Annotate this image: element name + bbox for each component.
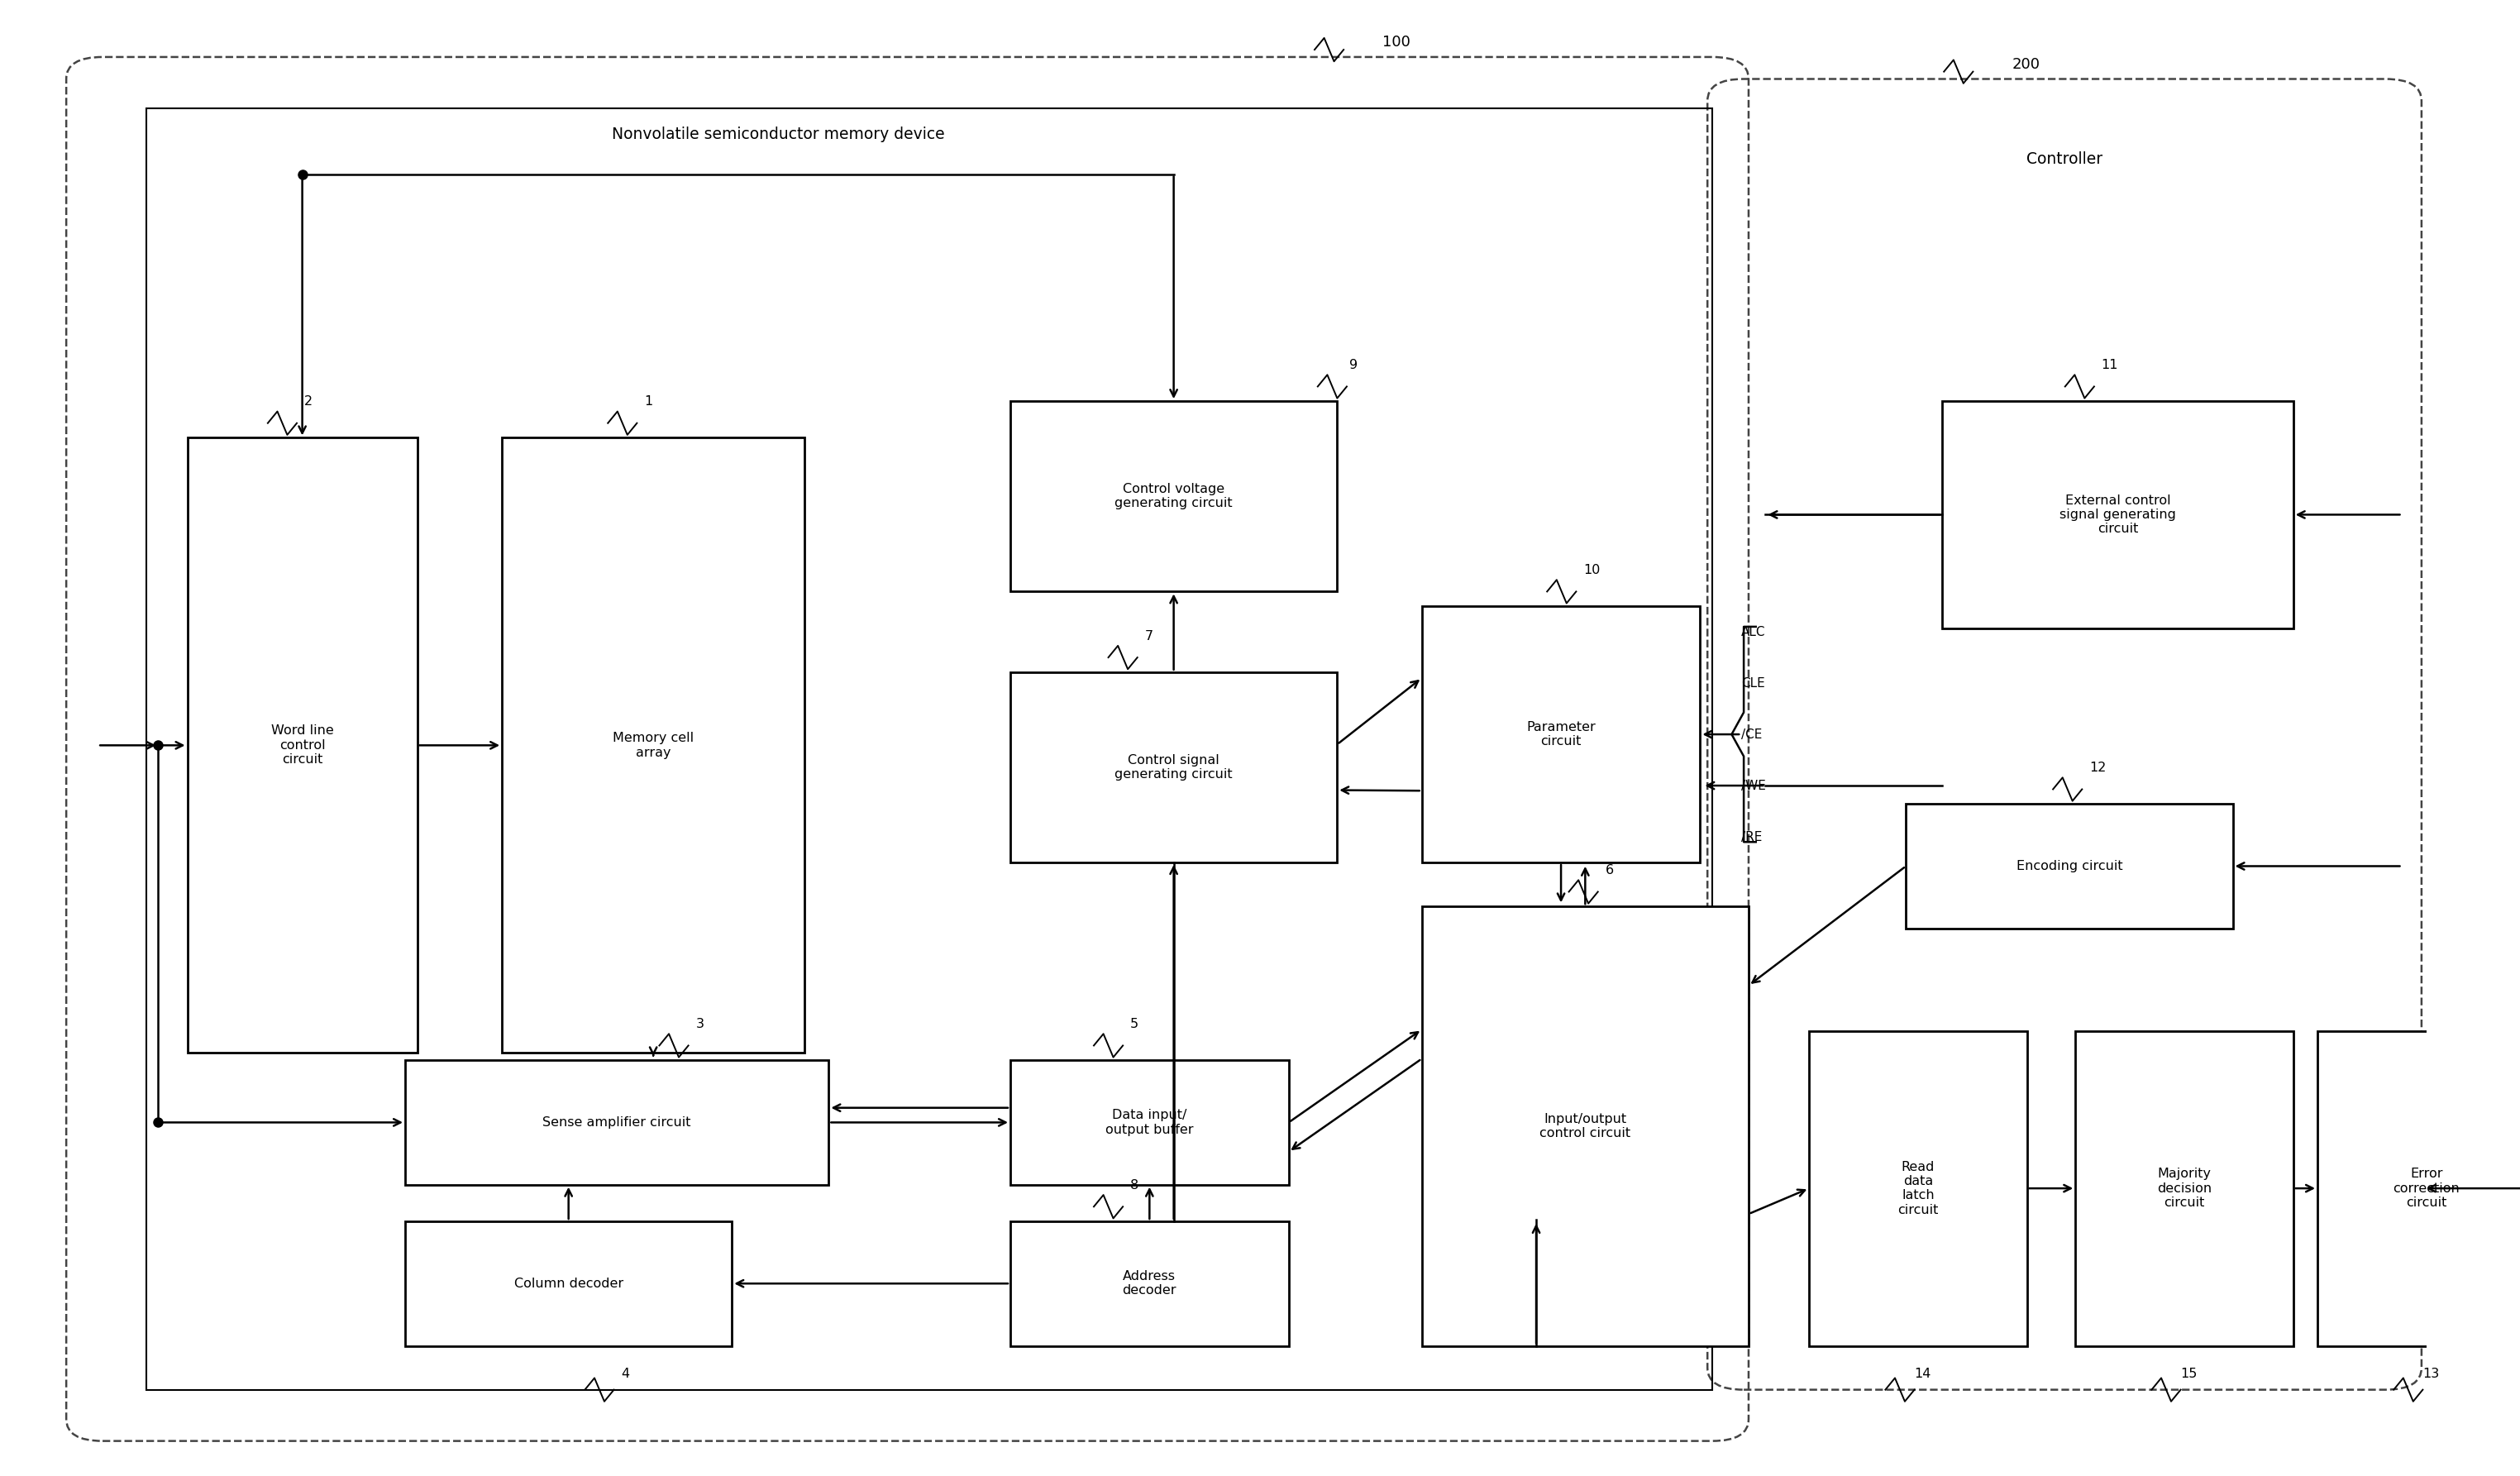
Text: Data input/
output buffer: Data input/ output buffer: [1106, 1108, 1194, 1137]
FancyBboxPatch shape: [1421, 607, 1701, 862]
FancyBboxPatch shape: [406, 1060, 829, 1185]
Text: Nonvolatile semiconductor memory device: Nonvolatile semiconductor memory device: [612, 127, 945, 143]
Text: CLE: CLE: [1741, 677, 1764, 689]
Text: 1: 1: [645, 396, 653, 407]
Text: Read
data
latch
circuit: Read data latch circuit: [1898, 1160, 1938, 1216]
Text: 100: 100: [1383, 35, 1411, 50]
FancyBboxPatch shape: [2318, 1030, 2520, 1346]
Text: Address
decoder: Address decoder: [1121, 1271, 1177, 1297]
Text: Input/output
control circuit: Input/output control circuit: [1540, 1113, 1630, 1139]
Text: ALC: ALC: [1741, 626, 1767, 638]
FancyBboxPatch shape: [186, 438, 418, 1052]
Text: 13: 13: [2422, 1368, 2439, 1380]
Text: Parameter
circuit: Parameter circuit: [1527, 720, 1595, 748]
FancyBboxPatch shape: [501, 438, 804, 1052]
Text: Encoding circuit: Encoding circuit: [2016, 861, 2122, 872]
Text: 14: 14: [1915, 1368, 1930, 1380]
Text: 200: 200: [2011, 58, 2039, 72]
Text: 10: 10: [1583, 564, 1600, 577]
Text: External control
signal generating
circuit: External control signal generating circu…: [2059, 494, 2175, 536]
Text: Control voltage
generating circuit: Control voltage generating circuit: [1114, 483, 1232, 509]
Text: 5: 5: [1129, 1018, 1139, 1030]
Text: Column decoder: Column decoder: [514, 1277, 622, 1290]
FancyBboxPatch shape: [1011, 401, 1338, 592]
Text: 15: 15: [2180, 1368, 2197, 1380]
Text: 9: 9: [1348, 359, 1358, 372]
Text: 6: 6: [1605, 865, 1613, 877]
Text: 2: 2: [305, 396, 312, 407]
Text: 11: 11: [2102, 359, 2119, 372]
FancyBboxPatch shape: [1421, 906, 1749, 1346]
Text: Controller: Controller: [2026, 152, 2102, 167]
Text: /RE: /RE: [1741, 831, 1761, 843]
Text: Sense amplifier circuit: Sense amplifier circuit: [542, 1116, 690, 1129]
Text: 12: 12: [2089, 762, 2107, 775]
FancyBboxPatch shape: [1011, 1060, 1288, 1185]
Text: 7: 7: [1144, 630, 1154, 642]
FancyBboxPatch shape: [406, 1221, 731, 1346]
Text: 8: 8: [1129, 1179, 1139, 1191]
Text: Word line
control
circuit: Word line control circuit: [272, 725, 333, 766]
FancyBboxPatch shape: [1905, 804, 2233, 928]
FancyBboxPatch shape: [2076, 1030, 2293, 1346]
Text: 3: 3: [696, 1018, 703, 1030]
Text: Memory cell
array: Memory cell array: [612, 732, 693, 759]
Text: 4: 4: [622, 1368, 630, 1380]
Text: /CE: /CE: [1741, 728, 1761, 741]
FancyBboxPatch shape: [1011, 1221, 1288, 1346]
FancyBboxPatch shape: [1809, 1030, 2026, 1346]
FancyBboxPatch shape: [1011, 672, 1338, 862]
Text: Control signal
generating circuit: Control signal generating circuit: [1114, 754, 1232, 781]
Text: Error
correction
circuit: Error correction circuit: [2394, 1168, 2460, 1209]
FancyBboxPatch shape: [1943, 401, 2293, 629]
Text: /WE: /WE: [1741, 779, 1767, 791]
Text: Majority
decision
circuit: Majority decision circuit: [2157, 1168, 2213, 1209]
